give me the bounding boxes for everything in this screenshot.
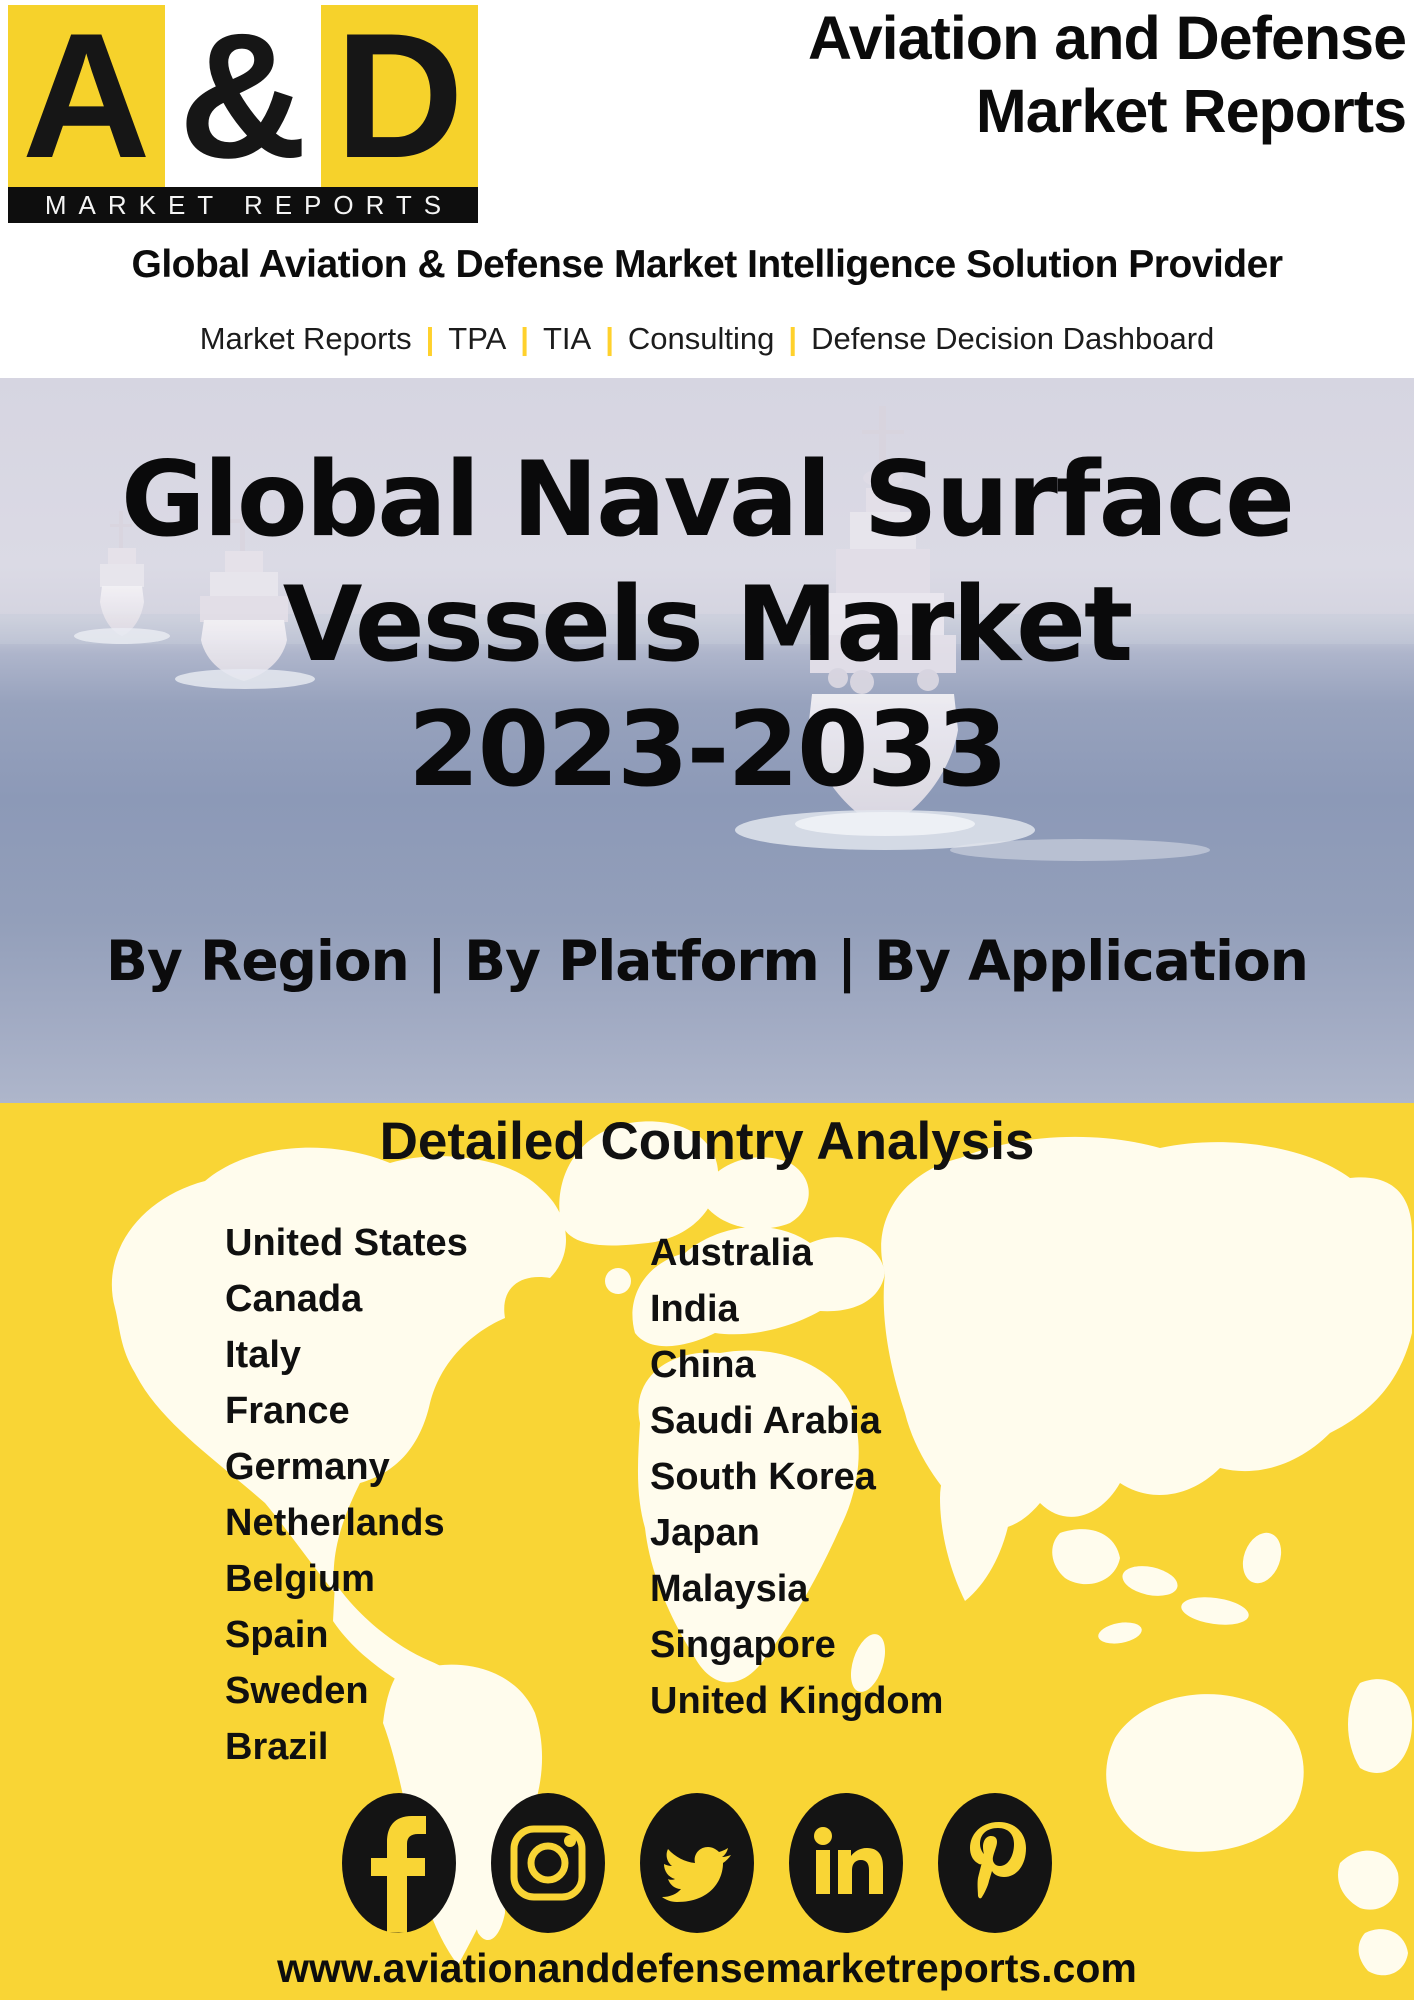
- social-icons-row: [341, 1792, 1053, 1934]
- nav-item[interactable]: TIA: [542, 321, 592, 356]
- logo-letter-d: D: [321, 5, 478, 187]
- world-map-silhouette: [111, 1121, 1412, 1976]
- country-item: United Kingdom: [650, 1680, 944, 1722]
- country-item: Canada: [225, 1278, 363, 1320]
- country-item: Japan: [650, 1512, 760, 1554]
- nav-item[interactable]: Consulting: [627, 321, 775, 356]
- nav-separator: |: [788, 321, 798, 356]
- country-item: Germany: [225, 1446, 390, 1488]
- facebook-icon[interactable]: [341, 1792, 457, 1934]
- country-item: United States: [225, 1222, 468, 1264]
- hero-banner: Global Naval Surface Vessels Market 2023…: [0, 378, 1414, 1103]
- website-url[interactable]: www.aviationanddefensemarketreports.com: [277, 1945, 1137, 1991]
- country-item: Sweden: [225, 1670, 369, 1712]
- company-title-line1: Aviation and Defense: [807, 4, 1407, 72]
- country-item: Italy: [225, 1334, 302, 1376]
- ship-group: [74, 406, 1210, 861]
- linkedin-icon[interactable]: [788, 1792, 904, 1934]
- nav-item[interactable]: Defense Decision Dashboard: [811, 321, 1215, 356]
- country-item: Spain: [225, 1614, 329, 1656]
- logo-letter-a: A: [8, 5, 165, 187]
- country-item: Malaysia: [650, 1568, 809, 1610]
- logo-ampersand: &: [164, 5, 322, 187]
- nav-item[interactable]: TPA: [448, 321, 507, 356]
- report-title-line2: Vessels Market: [282, 565, 1134, 685]
- country-item: Australia: [650, 1232, 813, 1274]
- ship-large: [735, 406, 1210, 861]
- country-list-left: United States Canada Italy France Germany Net…: [225, 1215, 468, 1775]
- country-item: France: [225, 1390, 350, 1432]
- country-analysis-section: Detailed Country Analysis United States C…: [0, 1103, 1414, 2000]
- country-item: China: [650, 1344, 756, 1386]
- ship-medium: [175, 504, 315, 689]
- company-title-line2: Market Reports: [975, 77, 1407, 145]
- brand-logo: A & D MARKET REPORTS: [8, 5, 478, 223]
- naval-ships-photo: [0, 406, 1414, 861]
- pinterest-icon[interactable]: [937, 1792, 1053, 1934]
- nav-separator: |: [425, 321, 435, 356]
- ship-small: [74, 511, 170, 644]
- services-nav: Market Reports | TPA | TIA | Consulting | Defens…: [0, 321, 1414, 357]
- report-title-years: 2023-2033: [407, 690, 1008, 810]
- instagram-icon[interactable]: [490, 1792, 606, 1934]
- country-item: Singapore: [650, 1624, 836, 1666]
- country-item: South Korea: [650, 1456, 876, 1498]
- nav-item[interactable]: Market Reports: [199, 321, 412, 356]
- nav-separator: |: [605, 321, 614, 356]
- country-item: Saudi Arabia: [650, 1400, 881, 1442]
- logo-letter-panels: A & D: [8, 5, 478, 187]
- segmentation-line: By Region | By Platform | By Application: [106, 929, 1309, 993]
- country-list-right: Australia India China Saudi Arabia South Kor…: [650, 1225, 943, 1729]
- report-title-line1: Global Naval Surface: [120, 440, 1295, 560]
- country-item: Netherlands: [225, 1502, 445, 1544]
- company-tagline: Global Aviation & Defense Market Intelli…: [131, 243, 1283, 286]
- country-item: India: [650, 1288, 739, 1330]
- report-title: Global Naval Surface Vessels Market 2023…: [0, 438, 1414, 813]
- company-title: Aviation and Defense Market Reports: [807, 2, 1407, 148]
- country-item: Brazil: [225, 1726, 329, 1768]
- twitter-icon[interactable]: [639, 1792, 755, 1934]
- logo-caption: MARKET REPORTS: [8, 187, 478, 223]
- section-heading: Detailed Country Analysis: [379, 1112, 1035, 1171]
- country-item: Belgium: [225, 1558, 375, 1600]
- nav-separator: |: [520, 321, 529, 356]
